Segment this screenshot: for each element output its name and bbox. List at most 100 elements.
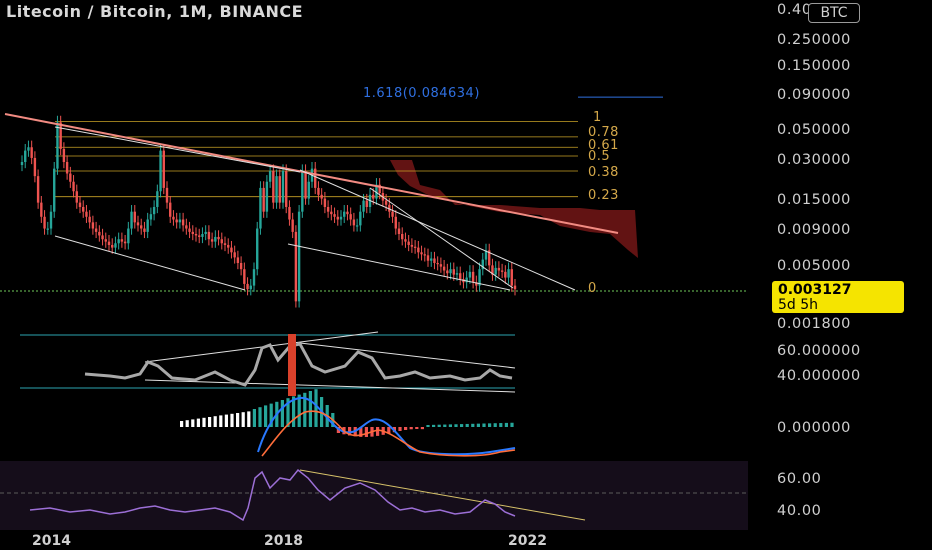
fib-label-0: 0 <box>588 281 597 296</box>
candle-body <box>262 187 265 212</box>
macd-hist-bar <box>208 417 212 427</box>
candle-body <box>268 171 272 182</box>
candle-body <box>152 206 156 215</box>
candle-body <box>146 219 149 232</box>
candle-body <box>246 283 249 290</box>
rsi-panel <box>29 468 516 522</box>
candle-body <box>217 236 220 240</box>
x-tick-2014: 2014 <box>32 533 71 549</box>
candle-body <box>475 282 478 286</box>
macd-hist-bar <box>258 407 262 427</box>
candle-body <box>156 191 159 207</box>
osc-spike-bar <box>288 334 296 396</box>
macd-hist-bar <box>398 427 402 431</box>
macd-hist-bar <box>196 418 200 427</box>
candle-body <box>33 157 37 177</box>
osc-tick-60: 60.000000 <box>777 343 861 359</box>
macd-hist-bar <box>476 423 480 427</box>
candle-body <box>275 176 278 203</box>
candle-body <box>72 181 75 192</box>
rsi-tick-60: 60.00 <box>777 471 822 487</box>
candle-body <box>191 231 194 234</box>
candle-body <box>478 269 481 286</box>
candle-body <box>133 211 136 223</box>
y-tick-7: 0.009000 <box>777 222 851 238</box>
candle-body <box>304 171 307 199</box>
rsi-line <box>29 468 516 522</box>
candle-body <box>220 239 223 244</box>
candle-body <box>423 254 426 256</box>
price-scale[interactable] <box>765 0 932 550</box>
macd-hist-bar <box>264 405 268 427</box>
candle-body <box>30 147 33 158</box>
candle-body <box>127 228 130 244</box>
macd-hist-bar <box>348 427 352 436</box>
candle-body <box>394 216 397 229</box>
candle-body <box>236 257 240 263</box>
macd-hist-bar <box>499 423 503 427</box>
candle-body <box>82 206 85 212</box>
candle-body <box>243 269 246 284</box>
candle-body <box>433 258 436 263</box>
candle-body <box>365 200 368 207</box>
candle-body <box>204 231 207 234</box>
macd-hist-bar <box>364 427 368 437</box>
candle-body <box>239 263 243 270</box>
candle-body <box>88 216 91 223</box>
macd-hist-bar <box>252 409 256 427</box>
macd-hist-bar <box>297 394 301 427</box>
candle-body <box>149 214 153 220</box>
macd-hist-bar <box>376 427 380 436</box>
currency-badge[interactable]: BTC <box>808 3 860 23</box>
macd-hist-bar <box>420 427 424 430</box>
chart-title: Litecoin / Bitcoin, 1M, BINANCE <box>6 2 304 21</box>
macd-hist-bar <box>359 427 363 437</box>
candle-body <box>140 225 143 229</box>
candle-body <box>62 148 66 162</box>
wedge1-upper <box>54 126 301 173</box>
macd-hist-bar <box>224 414 228 427</box>
y-tick-4: 0.050000 <box>777 122 851 138</box>
candle-body <box>330 211 333 215</box>
candle-body <box>355 225 359 227</box>
macd-hist-bar <box>303 392 307 427</box>
candle-body <box>510 269 513 286</box>
macd-hist-bar <box>180 421 184 427</box>
candle-body <box>111 244 114 248</box>
macd-hist-bar <box>437 424 441 427</box>
wedge2-lower <box>287 243 511 291</box>
macd-hist-bar <box>432 424 436 427</box>
candle-body <box>130 211 133 229</box>
candle-body <box>301 171 304 212</box>
trend-drawings <box>0 113 748 521</box>
candle-body <box>323 198 327 207</box>
candle-body <box>339 216 343 220</box>
candle-body <box>165 187 169 203</box>
candle-body <box>252 269 256 286</box>
candle-body <box>223 243 227 245</box>
fib-label-1: 1 <box>593 110 602 125</box>
fib-label-038: 0.38 <box>588 165 619 180</box>
candle-body <box>172 216 175 220</box>
macd-hist-bar <box>448 424 452 427</box>
candle-body <box>481 259 484 270</box>
candle-body <box>388 204 391 212</box>
candle-body <box>459 273 462 280</box>
macd-hist-bar <box>482 423 486 427</box>
candle-body <box>294 231 298 302</box>
fib-labels: 1 0.78 0.61 0.5 0.38 0.23 0 1.618(0.0846… <box>363 86 619 296</box>
candle-body <box>207 231 211 240</box>
long-downtrend-line <box>4 113 619 234</box>
macd-line <box>257 396 516 456</box>
fib-extension-label: 1.618(0.084634) <box>363 86 480 101</box>
last-price-tag: 0.003127 5d 5h <box>772 281 904 313</box>
candle-body <box>507 269 510 278</box>
candle-body <box>43 216 46 229</box>
candle-body <box>504 271 507 278</box>
rsi-trendline <box>299 469 586 521</box>
candle-body <box>136 222 140 226</box>
candle-body <box>404 239 407 242</box>
candle-body <box>162 150 165 188</box>
candle-body <box>169 202 172 217</box>
